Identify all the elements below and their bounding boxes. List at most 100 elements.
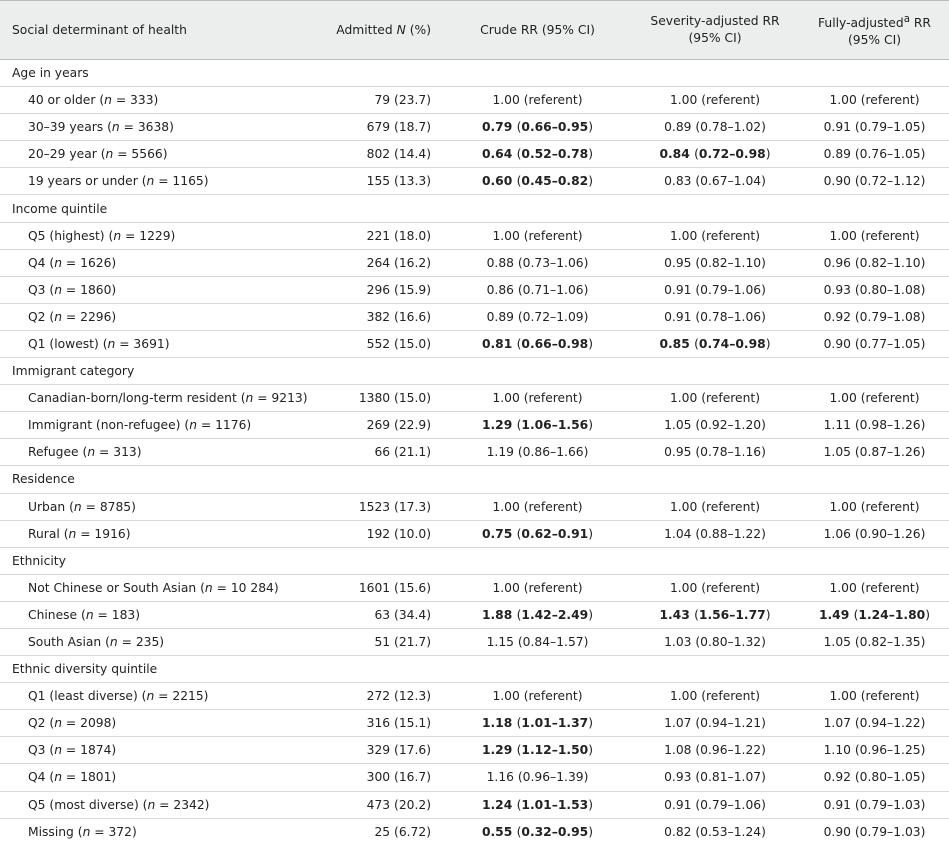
value-text: 0.84 (0.72–0.98)	[659, 147, 771, 162]
value-text: 79 (23.7)	[374, 93, 431, 108]
value-text: 1.00 (referent)	[829, 228, 920, 243]
column-header: Fully-adjusteda RR (95% CI)	[800, 0, 949, 60]
value-cell: 0.92 (0.79–1.08)	[800, 303, 949, 331]
value-text: 329 (17.6)	[366, 743, 431, 758]
section-text: Residence	[12, 472, 75, 487]
value-cell: 316 (15.1)	[300, 709, 445, 738]
value-cell: 1.05 (0.92–1.20)	[630, 411, 800, 440]
value-cell: 1523 (17.3)	[300, 493, 445, 521]
value-cell: 0.89 (0.76–1.05)	[800, 140, 949, 169]
value-cell: 0.64 (0.52–0.78)	[445, 140, 630, 169]
header-text: RR	[913, 16, 931, 31]
value-cell: 1.11 (0.98–1.26)	[800, 411, 949, 440]
label-text: Rural (n = 1916)	[28, 526, 131, 541]
row-label: Missing (n = 372)	[0, 818, 300, 845]
label-text: Refugee (n = 313)	[28, 445, 142, 460]
value-cell: 1.00 (referent)	[630, 86, 800, 115]
value-text: 802 (14.4)	[366, 147, 431, 162]
value-cell: 1.19 (0.86–1.66)	[445, 438, 630, 467]
value-text: 0.91 (0.79–1.06)	[664, 282, 766, 297]
data-row: Q1 (lowest) (n = 3691) 552 (15.0) 0.81 (0.…	[0, 330, 949, 359]
row-label: Not Chinese or South Asian (n = 10 284)	[0, 574, 300, 602]
value-text: 0.89 (0.78–1.02)	[664, 120, 766, 135]
value-cell: 1.04 (0.88–1.22)	[630, 520, 800, 548]
value-text: 1380 (15.0)	[358, 391, 431, 406]
value-text: 473 (20.2)	[366, 797, 431, 812]
label-text: Q5 (highest) (n = 1229)	[28, 228, 176, 243]
value-text: 0.64 (0.52–0.78)	[481, 147, 594, 162]
section-label: Ethnicity	[0, 547, 949, 575]
data-row: Canadian-born/long-term resident (n = 92…	[0, 384, 949, 413]
value-text: 0.79 (0.66–0.95)	[481, 120, 594, 135]
data-row: Urban (n = 8785) 1523 (17.3) 1.00 (referen…	[0, 493, 949, 521]
label-text: Q4 (n = 1801)	[28, 770, 117, 785]
value-text: 1601 (15.6)	[358, 580, 431, 595]
value-cell: 1.15 (0.84–1.57)	[445, 628, 630, 657]
label-text: Q2 (n = 2098)	[28, 716, 117, 731]
value-cell: 1.16 (0.96–1.39)	[445, 763, 630, 792]
value-text: 1.06 (0.90–1.26)	[823, 526, 926, 541]
value-text: 1.19 (0.86–1.66)	[486, 445, 589, 460]
column-header: Crude RR (95% CI)	[445, 0, 630, 60]
section-text: Immigrant category	[12, 364, 135, 379]
value-text: 51 (21.7)	[374, 635, 431, 650]
value-cell: 0.91 (0.79–1.03)	[800, 791, 949, 819]
value-cell: 329 (17.6)	[300, 736, 445, 765]
row-label: Immigrant (non-refugee) (n = 1176)	[0, 411, 300, 440]
value-cell: 1.07 (0.94–1.22)	[800, 709, 949, 738]
value-text: 1.00 (referent)	[492, 391, 583, 406]
label-text: Q1 (lowest) (n = 3691)	[28, 336, 170, 351]
value-cell: 1.00 (referent)	[445, 493, 630, 521]
value-cell: 1.00 (referent)	[630, 384, 800, 413]
value-text: 1.08 (0.96–1.22)	[664, 743, 766, 758]
value-text: 316 (15.1)	[366, 716, 431, 731]
value-cell: 0.84 (0.72–0.98)	[630, 140, 800, 169]
data-row: Q4 (n = 1801) 300 (16.7) 1.16 (0.96–1.39) 0…	[0, 763, 949, 792]
data-row: 20–29 year (n = 5566) 802 (14.4) 0.64 (0.5…	[0, 140, 949, 169]
value-text: 552 (15.0)	[366, 336, 431, 351]
header-text: (%)	[409, 22, 431, 37]
value-cell: 192 (10.0)	[300, 520, 445, 548]
section-text: Income quintile	[12, 201, 108, 216]
value-cell: 1.00 (referent)	[445, 86, 630, 115]
value-text: 1.00 (referent)	[492, 499, 583, 514]
label-text: 30–39 years (n = 3638)	[28, 120, 174, 135]
row-label: Canadian-born/long-term resident (n = 92…	[0, 384, 308, 413]
value-text: 0.85 (0.74–0.98)	[659, 336, 771, 351]
value-cell: 1.24 (1.01–1.53)	[445, 791, 630, 819]
value-text: 1.05 (0.82–1.35)	[823, 635, 926, 650]
value-cell: 272 (12.3)	[300, 682, 445, 711]
value-text: 1.00 (referent)	[669, 93, 761, 108]
value-cell: 1.00 (referent)	[800, 86, 949, 115]
label-text: Q3 (n = 1860)	[28, 282, 117, 297]
row-label: Q1 (least diverse) (n = 2215)	[0, 682, 300, 711]
value-text: 0.91 (0.79–1.05)	[823, 120, 926, 135]
header-text: (95% CI)	[688, 31, 742, 45]
value-text: 679 (18.7)	[366, 120, 431, 135]
value-cell: 1.29 (1.12–1.50)	[445, 736, 630, 765]
value-text: 1.29 (1.06–1.56)	[481, 418, 594, 433]
value-text: 296 (15.9)	[366, 282, 431, 297]
section-row: Ethnic diversity quintile	[0, 655, 949, 684]
value-text: 0.88 (0.73–1.06)	[486, 255, 589, 270]
value-text: 300 (16.7)	[366, 770, 431, 785]
value-cell: 155 (13.3)	[300, 167, 445, 196]
section-label: Ethnic diversity quintile	[0, 655, 949, 684]
section-row: Income quintile	[0, 194, 949, 223]
row-label: 30–39 years (n = 3638)	[0, 113, 300, 142]
row-label: Q3 (n = 1860)	[0, 276, 300, 304]
value-text: 1.00 (referent)	[669, 391, 761, 406]
value-text: 1.16 (0.96–1.39)	[486, 770, 589, 785]
value-text: 0.55 (0.32–0.95)	[481, 824, 594, 839]
value-cell: 1.06 (0.90–1.26)	[800, 520, 949, 548]
value-cell: 1.88 (1.42–2.49)	[445, 601, 630, 629]
label-text: 20–29 year (n = 5566)	[28, 147, 168, 162]
value-cell: 0.91 (0.78–1.06)	[630, 303, 800, 331]
label-text: Q4 (n = 1626)	[28, 255, 117, 270]
value-text: 1.24 (1.01–1.53)	[481, 797, 594, 812]
data-row: South Asian (n = 235) 51 (21.7) 1.15 (0.84…	[0, 628, 949, 657]
header-text: (95% CI)	[847, 33, 902, 48]
value-text: 0.91 (0.79–1.06)	[664, 797, 766, 812]
section-row: Age in years	[0, 59, 949, 88]
